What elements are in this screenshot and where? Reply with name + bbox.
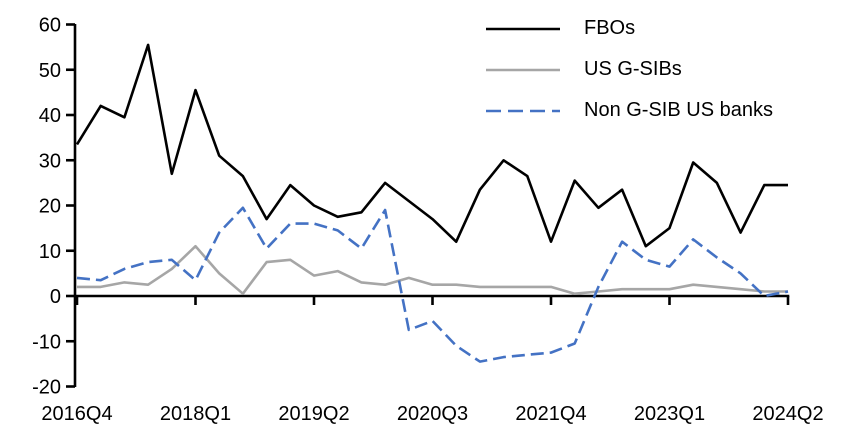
us-gsibs-line-sample — [486, 68, 560, 71]
legend-item-fbos: FBOs — [486, 8, 773, 49]
svg-text:2016Q4: 2016Q4 — [41, 403, 112, 425]
svg-text:2024Q2: 2024Q2 — [752, 403, 823, 425]
legend-item-non-gsib: Non G-SIB US banks — [486, 90, 773, 131]
legend-label-us-gsibs: US G-SIBs — [584, 58, 682, 80]
svg-text:2020Q3: 2020Q3 — [397, 403, 468, 425]
svg-text:2018Q1: 2018Q1 — [160, 403, 231, 425]
svg-text:40: 40 — [39, 105, 61, 127]
svg-text:0: 0 — [50, 286, 61, 308]
svg-text:60: 60 — [39, 15, 61, 37]
svg-text:-10: -10 — [32, 331, 61, 353]
svg-text:2021Q4: 2021Q4 — [515, 403, 586, 425]
legend-label-non-gsib: Non G-SIB US banks — [584, 99, 773, 121]
svg-text:50: 50 — [39, 60, 61, 82]
non-gsib-line-sample — [486, 109, 560, 112]
svg-text:2023Q1: 2023Q1 — [634, 403, 705, 425]
svg-text:-20: -20 — [32, 377, 61, 399]
fbos-line-sample — [486, 27, 560, 30]
svg-text:2019Q2: 2019Q2 — [278, 403, 349, 425]
legend: FBOs US G-SIBs Non G-SIB US banks — [486, 8, 773, 131]
svg-text:20: 20 — [39, 196, 61, 218]
svg-text:30: 30 — [39, 150, 61, 172]
legend-item-us-gsibs: US G-SIBs — [486, 49, 773, 90]
legend-label-fbos: FBOs — [584, 17, 636, 39]
svg-text:10: 10 — [39, 241, 61, 263]
